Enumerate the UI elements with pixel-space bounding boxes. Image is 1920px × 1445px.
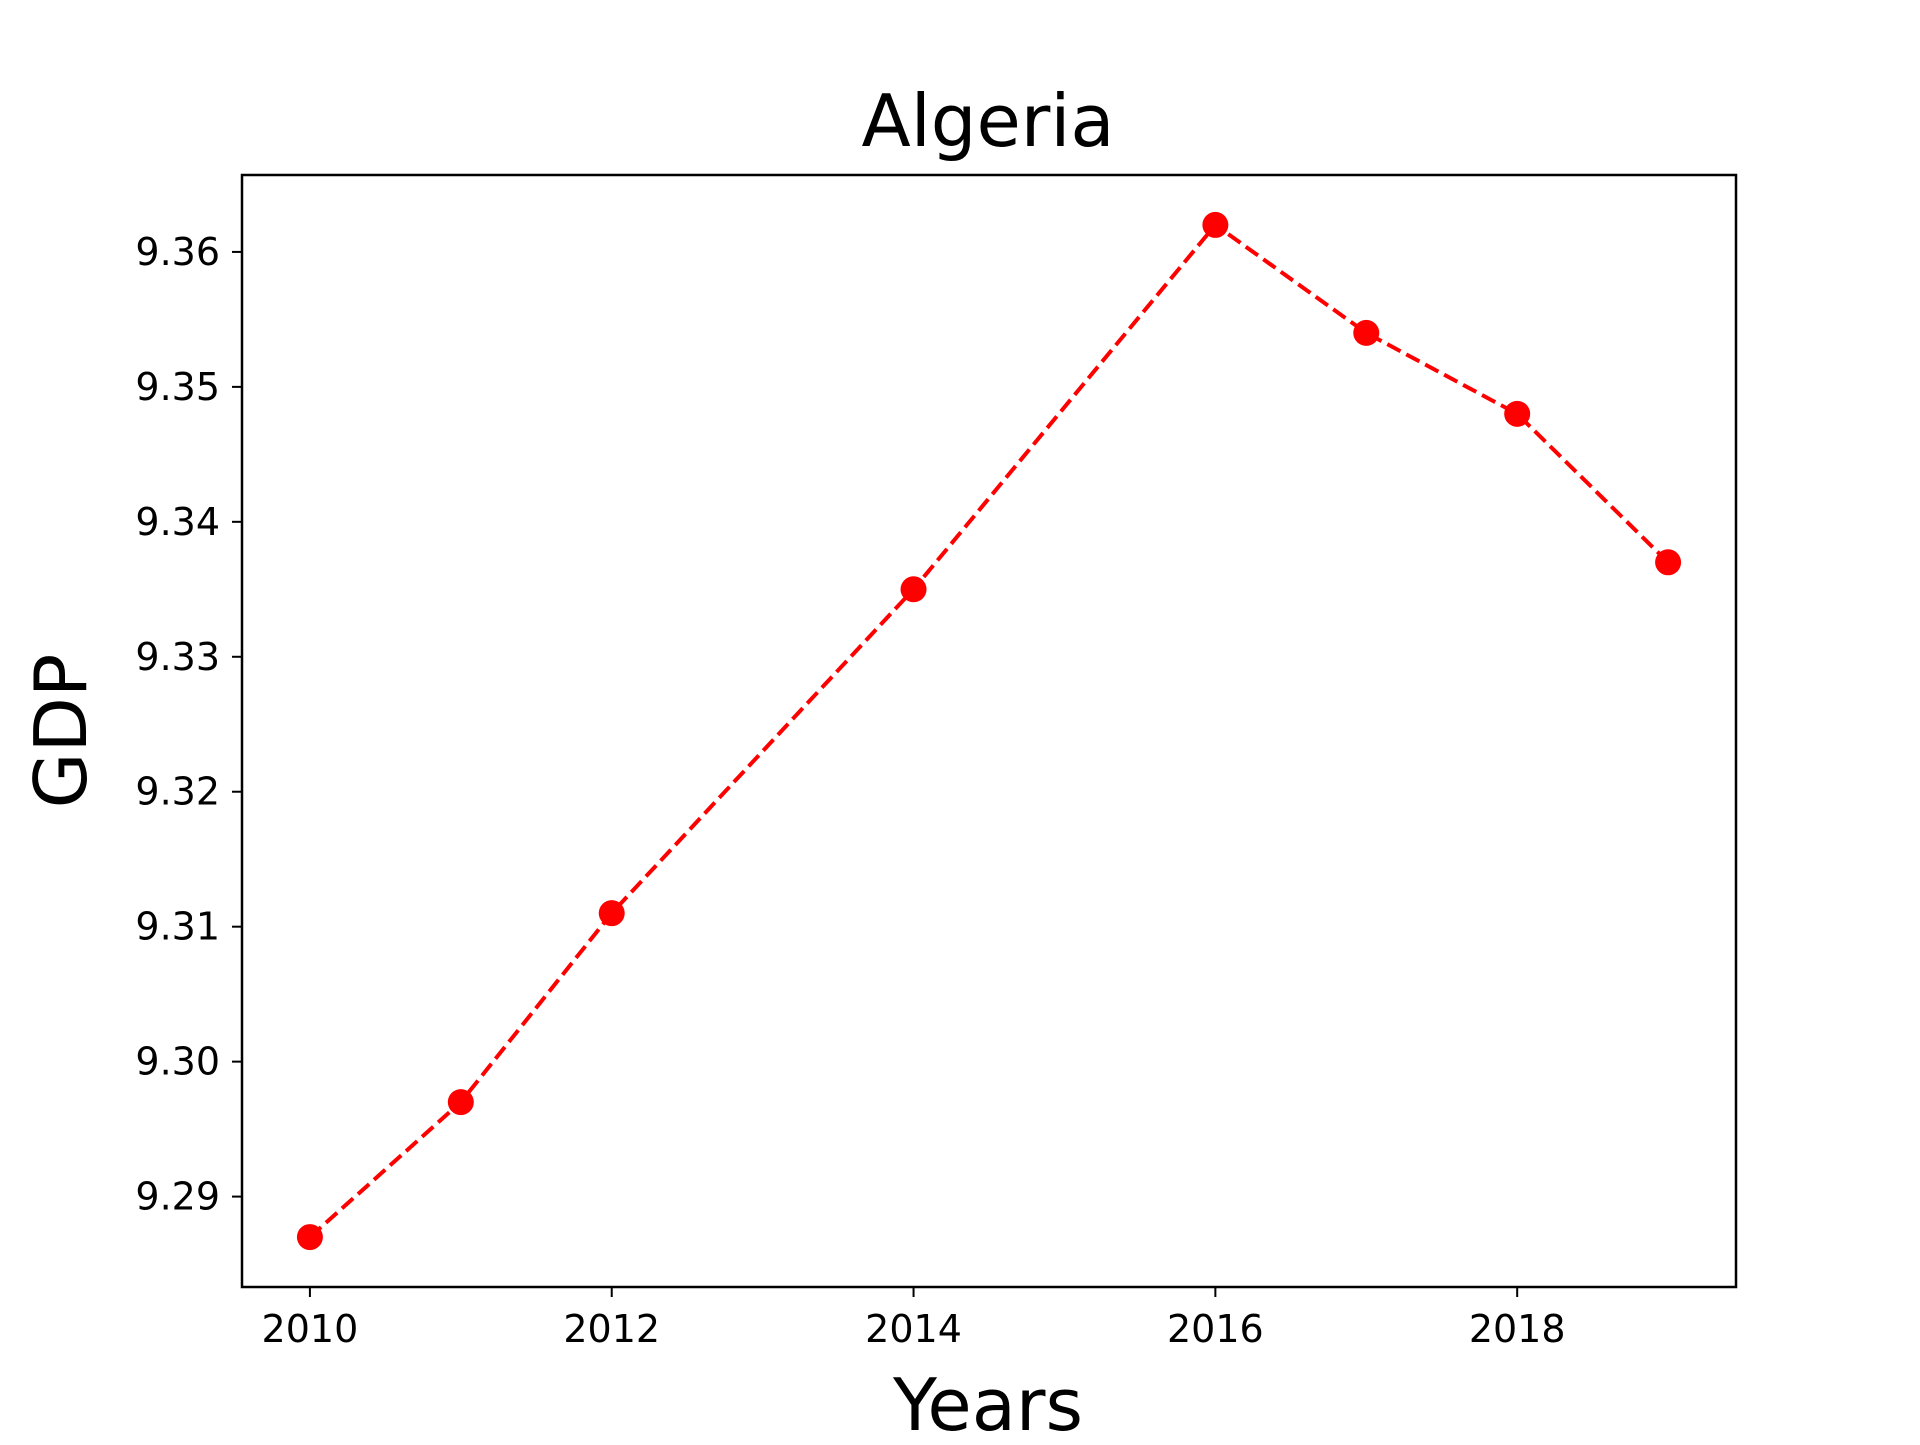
y-tick-label: 9.31 [135,905,220,949]
y-tick-label: 9.32 [135,770,220,814]
y-tick-label: 9.35 [135,365,220,409]
x-tick-label: 2014 [865,1307,962,1351]
data-point [598,900,625,927]
data-point [1655,549,1682,576]
data-point [447,1089,474,1116]
y-tick-label: 9.30 [135,1040,220,1084]
plot-area-frame [240,173,1738,1289]
y-tick-label: 9.33 [135,635,220,679]
data-point [1504,400,1531,427]
y-tick-label: 9.29 [135,1175,220,1219]
x-tick-label: 2010 [262,1307,359,1351]
x-tick-label: 2018 [1469,1307,1566,1351]
data-point [900,576,927,603]
data-point [1202,211,1229,238]
y-axis: 9.29 9.30 9.31 9.32 9.33 9.34 9.35 9.36 [135,230,242,1219]
y-tick-label: 9.34 [135,500,220,544]
y-axis-title: GDP [19,654,103,809]
data-point [1353,319,1380,346]
chart-title: Algeria [862,79,1115,163]
data-point [296,1224,323,1251]
series-line [308,222,1670,1239]
x-tick-label: 2016 [1167,1307,1264,1351]
x-tick-label: 2012 [563,1307,660,1351]
x-axis-title: Years [892,1363,1083,1440]
series-layer [296,211,1682,1251]
y-tick-label: 9.36 [135,230,220,274]
x-axis: 2010 2012 2014 2016 2018 [262,1287,1566,1351]
